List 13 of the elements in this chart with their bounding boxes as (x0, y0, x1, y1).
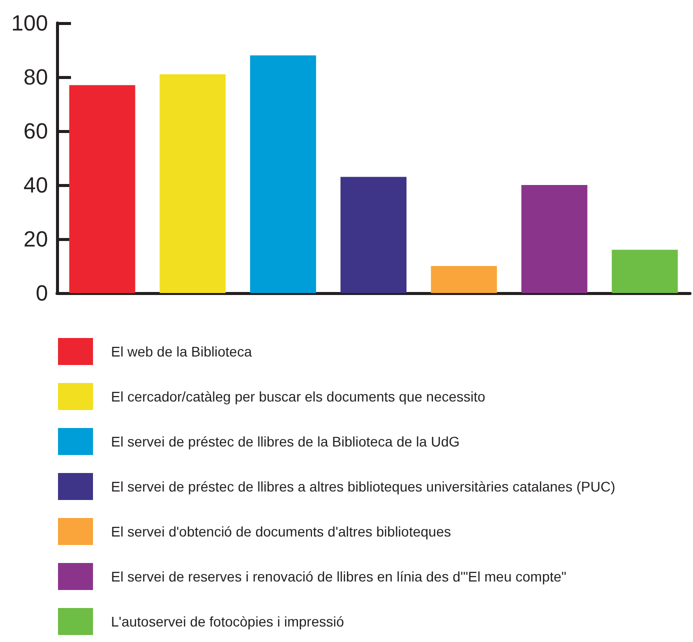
legend-label: El web de la Biblioteca (111, 344, 252, 360)
legend-label: El servei de reserves i renovació de llibres en línia des d'"El meu compte" (111, 568, 566, 584)
y-tick-label: 60 (24, 118, 48, 144)
legend-label: El servei d'obtenció de documents d'altres biblioteques (111, 524, 451, 540)
y-tick-label: 20 (24, 226, 48, 252)
y-tick-label: 0 (36, 280, 48, 306)
y-tick-label: 80 (24, 64, 48, 90)
legend-label: L'autoservei de fotocòpies i impressió (111, 614, 344, 630)
legend-label: El cercador/catàleg per buscar els documents que necessito (111, 388, 486, 404)
legend-label: El servei de préstec de llibres de la Biblioteca de la UdG (111, 434, 460, 450)
legend-label: El servei de préstec de llibres a altres biblioteques universitàries catalanes (PUC) (111, 478, 616, 494)
y-tick-label: 40 (24, 172, 48, 198)
y-tick-label: 100 (11, 10, 48, 36)
